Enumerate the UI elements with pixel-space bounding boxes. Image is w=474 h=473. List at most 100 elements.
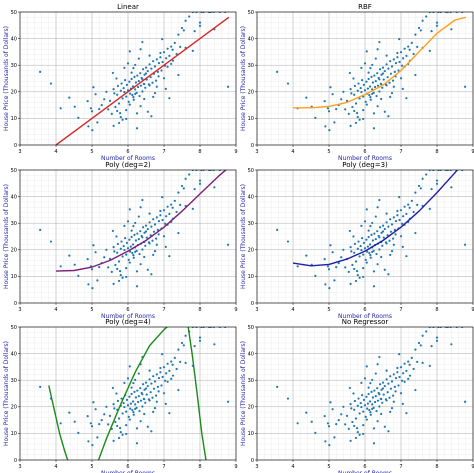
- data-point: [77, 116, 80, 119]
- data-point: [335, 265, 338, 269]
- data-point: [94, 251, 97, 254]
- data-point: [137, 395, 140, 398]
- data-point: [351, 263, 354, 267]
- data-point: [337, 419, 340, 422]
- data-point: [405, 412, 408, 415]
- data-point: [122, 86, 125, 90]
- data-point: [373, 232, 376, 235]
- x-tick-label: 9: [234, 307, 237, 313]
- data-point: [39, 385, 42, 388]
- data-point: [362, 117, 365, 121]
- data-point: [376, 230, 379, 233]
- data-point: [118, 426, 122, 430]
- data-point: [399, 51, 403, 54]
- data-point: [144, 224, 148, 227]
- data-point: [123, 248, 126, 252]
- data-point: [380, 231, 383, 234]
- data-point: [358, 97, 361, 100]
- data-point: [130, 71, 133, 74]
- data-point: [376, 72, 379, 75]
- data-point: [358, 255, 361, 258]
- data-point: [345, 414, 349, 417]
- data-point: [398, 196, 401, 199]
- y-tick-label: 0: [14, 301, 17, 307]
- data-point: [94, 408, 97, 411]
- data-point: [324, 440, 327, 443]
- data-point: [175, 210, 178, 214]
- data-point: [365, 395, 368, 398]
- data-point: [396, 366, 399, 370]
- data-point: [342, 90, 345, 93]
- data-point: [121, 412, 124, 415]
- data-point: [159, 371, 162, 374]
- data-point: [430, 30, 433, 33]
- data-point: [349, 282, 352, 285]
- data-point: [352, 392, 355, 395]
- data-point: [354, 260, 358, 263]
- y-tick-label: 10: [11, 274, 17, 280]
- y-tick-label: 30: [11, 63, 17, 69]
- y-tick-label: 50: [248, 10, 254, 16]
- data-point: [117, 279, 121, 283]
- y-tick-label: 20: [248, 90, 254, 96]
- data-point: [126, 220, 130, 223]
- data-point: [160, 384, 163, 387]
- data-point: [165, 372, 168, 375]
- data-point: [389, 375, 392, 378]
- data-point: [405, 212, 408, 215]
- data-point: [125, 83, 129, 86]
- data-point: [327, 110, 331, 113]
- data-point: [108, 414, 112, 417]
- data-point: [96, 436, 99, 439]
- data-point: [361, 236, 364, 240]
- data-point: [421, 19, 424, 22]
- data-point: [333, 279, 336, 282]
- data-point: [226, 400, 230, 403]
- data-point: [371, 407, 374, 411]
- data-point: [398, 218, 401, 222]
- data-point: [376, 420, 379, 423]
- data-point: [390, 223, 394, 226]
- data-point: [363, 247, 367, 250]
- data-point: [149, 234, 152, 237]
- data-point: [168, 97, 171, 100]
- data-point: [139, 48, 142, 51]
- data-point: [400, 222, 404, 225]
- data-point: [165, 57, 168, 60]
- data-point: [149, 76, 152, 79]
- y-tick-label: 10: [11, 431, 17, 437]
- data-point: [405, 255, 408, 258]
- data-point: [98, 422, 101, 426]
- data-point: [387, 67, 390, 70]
- data-point: [414, 33, 417, 36]
- data-point: [150, 382, 153, 385]
- data-point: [92, 401, 95, 404]
- data-point: [381, 66, 385, 69]
- data-point: [141, 78, 144, 81]
- data-point: [166, 362, 169, 365]
- data-point: [128, 261, 131, 264]
- data-point: [370, 75, 373, 79]
- data-point: [119, 273, 122, 277]
- x-tick-label: 7: [399, 307, 402, 313]
- data-point: [366, 407, 369, 410]
- data-point: [226, 243, 230, 246]
- data-point: [171, 374, 175, 377]
- data-point: [155, 85, 158, 88]
- y-tick-label: 40: [248, 351, 254, 357]
- data-point: [421, 177, 424, 180]
- y-tick-label: 50: [248, 168, 254, 174]
- data-point: [374, 238, 377, 241]
- y-tick-label: 0: [14, 458, 17, 464]
- data-point: [154, 237, 158, 240]
- data-point: [369, 382, 372, 385]
- data-point: [369, 98, 372, 101]
- data-point: [152, 253, 155, 256]
- data-point: [378, 405, 381, 408]
- data-point: [162, 77, 166, 80]
- subplot-title: RBF: [358, 3, 372, 11]
- fit-line: [293, 16, 466, 109]
- data-point: [49, 82, 53, 85]
- data-point: [354, 102, 358, 105]
